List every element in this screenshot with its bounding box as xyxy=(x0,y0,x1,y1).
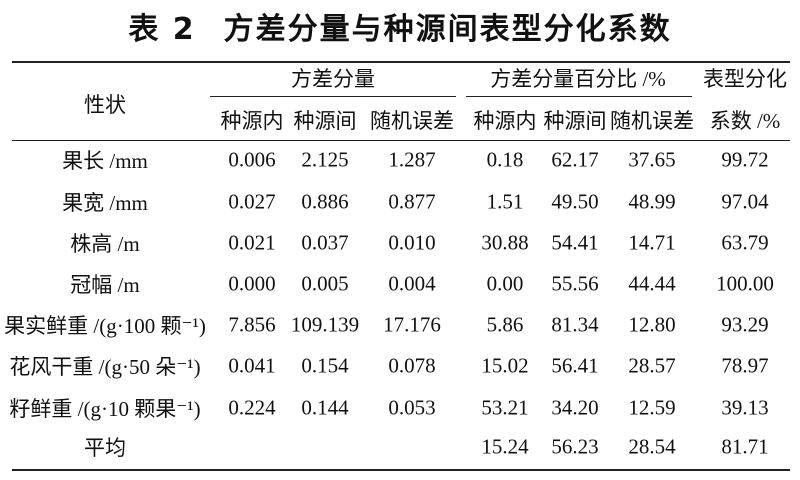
bottom-rule xyxy=(12,469,790,471)
cell: 5.86 xyxy=(486,312,524,337)
cell: 0.010 xyxy=(388,230,436,255)
cell: 63.79 xyxy=(721,230,769,255)
group-header: 方差分量 xyxy=(291,67,375,91)
cell: 109.139 xyxy=(290,312,360,337)
cell: 0.027 xyxy=(228,189,276,214)
cell: 0.004 xyxy=(388,271,436,296)
column-header: 种源内 xyxy=(473,109,537,133)
cell: 30.88 xyxy=(481,230,529,255)
cell: 100.00 xyxy=(716,271,774,296)
column-header: 表型分化 xyxy=(703,67,787,91)
group-header: 方差分量百分比 /% xyxy=(490,67,666,91)
cell: 0.021 xyxy=(228,230,276,255)
cell: 55.56 xyxy=(551,271,599,296)
top-rule xyxy=(12,61,790,63)
cell: 97.04 xyxy=(721,189,769,214)
cell: 0.18 xyxy=(486,147,524,172)
cell: 1.51 xyxy=(486,189,524,214)
cell: 0.886 xyxy=(301,189,349,214)
cell: 0.144 xyxy=(301,395,349,420)
cell: 14.71 xyxy=(628,230,676,255)
cell: 17.176 xyxy=(383,312,441,337)
table-label: 表 2 xyxy=(128,12,196,47)
cell: 0.00 xyxy=(486,271,524,296)
row-label: 籽鲜重 /(g·10 颗果⁻¹) xyxy=(9,397,201,421)
column-header: 随机误差 xyxy=(610,109,694,133)
column-header: 系数 /% xyxy=(709,109,781,133)
cell: 37.65 xyxy=(628,147,676,172)
cell: 7.856 xyxy=(228,312,276,337)
cell: 0.041 xyxy=(228,353,276,378)
cell: 48.99 xyxy=(628,189,676,214)
row-label: 果长 /mm xyxy=(62,149,148,173)
cell: 81.34 xyxy=(551,312,599,337)
column-header: 种源间 xyxy=(293,109,357,133)
cell: 34.20 xyxy=(551,395,599,420)
row-label: 果实鲜重 /(g·100 颗⁻¹) xyxy=(4,314,206,338)
cell: 0.005 xyxy=(301,271,349,296)
cell: 12.80 xyxy=(628,312,676,337)
cell: 56.41 xyxy=(551,353,599,378)
cell: 1.287 xyxy=(388,147,436,172)
row-label: 平均 xyxy=(84,436,126,460)
cell: 0.000 xyxy=(228,271,276,296)
cell: 39.13 xyxy=(721,395,769,420)
cell: 12.59 xyxy=(628,395,676,420)
cell: 56.23 xyxy=(551,434,599,459)
row-label: 株高 /m xyxy=(70,232,140,256)
cell: 15.24 xyxy=(481,434,529,459)
cell: 49.50 xyxy=(551,189,599,214)
cell: 62.17 xyxy=(551,147,599,172)
column-header: 性状 xyxy=(84,93,126,117)
title: 表 2 方差分量与种源间表型分化系数 xyxy=(0,4,800,48)
cell: 78.97 xyxy=(721,353,769,378)
row-label: 花风干重 /(g·50 朵⁻¹) xyxy=(9,355,201,379)
cell: 0.154 xyxy=(301,353,349,378)
cell: 99.72 xyxy=(721,147,769,172)
cell: 81.71 xyxy=(721,434,769,459)
cell: 0.053 xyxy=(388,395,436,420)
column-header: 种源间 xyxy=(543,109,607,133)
group-rule xyxy=(466,96,692,97)
cell: 44.44 xyxy=(628,271,676,296)
cell: 54.41 xyxy=(551,230,599,255)
column-header: 种源内 xyxy=(220,109,284,133)
cell: 0.877 xyxy=(388,189,436,214)
cell: 0.037 xyxy=(301,230,349,255)
column-header: 随机误差 xyxy=(370,109,454,133)
header-rule xyxy=(12,140,790,141)
row-label: 冠幅 /m xyxy=(70,273,140,297)
cell: 15.02 xyxy=(481,353,529,378)
cell: 0.006 xyxy=(228,147,276,172)
group-rule xyxy=(210,96,456,97)
cell: 93.29 xyxy=(721,312,769,337)
cell: 28.57 xyxy=(628,353,676,378)
cell: 0.078 xyxy=(388,353,436,378)
cell: 28.54 xyxy=(628,434,676,459)
table-title: 方差分量与种源间表型分化系数 xyxy=(223,12,672,47)
cell: 53.21 xyxy=(481,395,529,420)
cell: 0.224 xyxy=(228,395,276,420)
cell: 2.125 xyxy=(301,147,349,172)
row-label: 果宽 /mm xyxy=(62,191,148,215)
